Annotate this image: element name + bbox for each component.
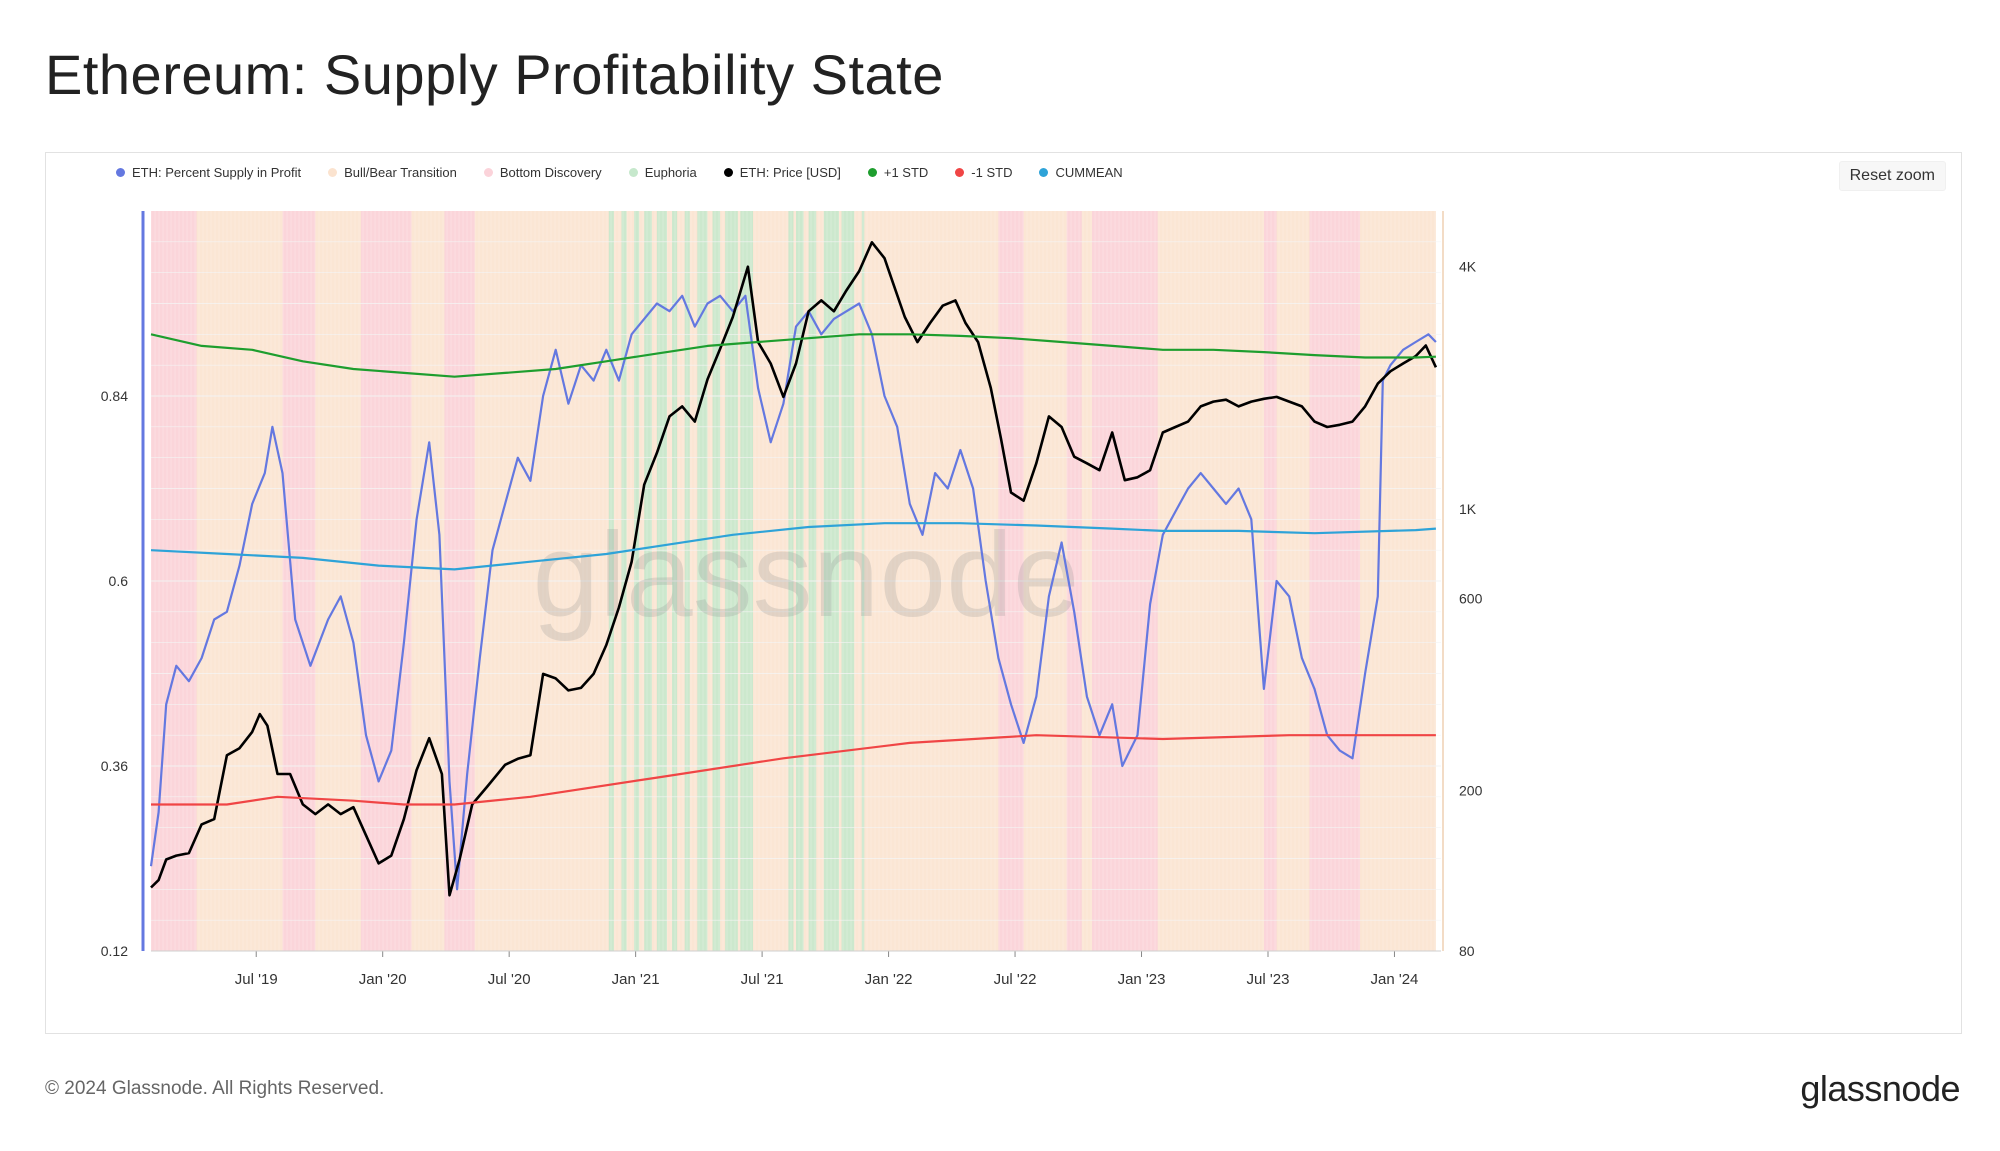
series-line--1-std: [150, 333, 1436, 378]
footer-copyright: © 2024 Glassnode. All Rights Reserved.: [45, 1078, 385, 1099]
reset-zoom-button[interactable]: Reset zoom: [1838, 161, 1946, 191]
legend-dot-icon: [1039, 168, 1049, 177]
legend-item-4[interactable]: ETH: Price [USD]: [723, 165, 841, 180]
y-left-tick-label: 0.12: [101, 943, 128, 959]
legend-item-5[interactable]: +1 STD: [867, 165, 929, 180]
legend-item-0[interactable]: ETH: Percent Supply in Profit: [116, 165, 301, 180]
legend-dot-icon: [483, 168, 493, 177]
legend-dot-icon: [116, 168, 125, 177]
legend-label: CUMMEAN: [1055, 165, 1123, 180]
legend-label: -1 STD: [971, 165, 1013, 180]
legend-item-1[interactable]: Bull/Bear Transition: [328, 165, 457, 180]
x-tick-label: Jul '19: [235, 971, 278, 988]
legend-item-7[interactable]: CUMMEAN: [1039, 165, 1123, 180]
series-line-cummean: [150, 522, 1436, 571]
y-right-tick-label: 600: [1459, 591, 1483, 607]
x-tick-label: Jan '20: [359, 971, 407, 988]
chart-panel: glassnode 0.12 0.36 0.6 0.84 80 200 600 1K 4K Jul …: [45, 152, 1962, 1034]
x-tick-label: Jan '21: [612, 971, 660, 988]
y-right-tick-label: 200: [1459, 783, 1483, 799]
series-line-eth-price-usd-: [150, 241, 1438, 897]
legend-item-3[interactable]: Euphoria: [628, 165, 697, 180]
legend-label: Bottom Discovery: [499, 165, 602, 180]
x-tick-label: Jul '21: [741, 971, 784, 988]
x-tick-label: Jul '23: [1247, 971, 1290, 988]
page-title: Ethereum: Supply Profitability State: [45, 43, 944, 106]
legend-item-6[interactable]: -1 STD: [955, 165, 1012, 180]
legend-label: ETH: Percent Supply in Profit: [132, 165, 302, 180]
legend-label: +1 STD: [883, 165, 929, 180]
legend-label: Bull/Bear Transition: [344, 165, 457, 180]
legend-label: ETH: Price [USD]: [739, 165, 841, 180]
legend-dot-icon: [723, 168, 733, 177]
y-left-tick-label: 0.6: [109, 573, 129, 589]
x-tick-label: Jan '22: [865, 971, 913, 988]
chart-legend: ETH: Percent Supply in Profit Bull/Bear T…: [116, 165, 1123, 180]
legend-dot-icon: [867, 168, 877, 177]
series-line--1-std: [151, 734, 1436, 806]
x-tick-label: Jan '23: [1118, 971, 1166, 988]
x-tick-label: Jul '20: [488, 971, 531, 988]
legend-label: Euphoria: [644, 165, 697, 180]
legend-dot-icon: [328, 168, 338, 177]
y-right-tick-label: 80: [1459, 943, 1475, 959]
chart-canvas: glassnode 0.12 0.36 0.6 0.84 80 200 600 1K 4K Jul …: [101, 211, 1483, 988]
legend-dot-icon: [628, 168, 638, 177]
legend-item-2[interactable]: Bottom Discovery: [483, 165, 602, 180]
y-left-tick-label: 0.84: [101, 388, 128, 404]
x-tick-label: Jul '22: [994, 971, 1037, 988]
y-left-tick-label: 0.36: [101, 758, 128, 774]
series-line-eth-percent-supply-in-profit: [149, 294, 1437, 891]
x-tick-label: Jan '24: [1371, 971, 1419, 988]
y-right-tick-label: 4K: [1459, 259, 1477, 275]
y-right-tick-label: 1K: [1459, 501, 1477, 517]
glassnode-logo[interactable]: glassnode: [1800, 1068, 1960, 1109]
watermark-text: glassnode: [532, 508, 1079, 642]
legend-dot-icon: [955, 168, 965, 177]
